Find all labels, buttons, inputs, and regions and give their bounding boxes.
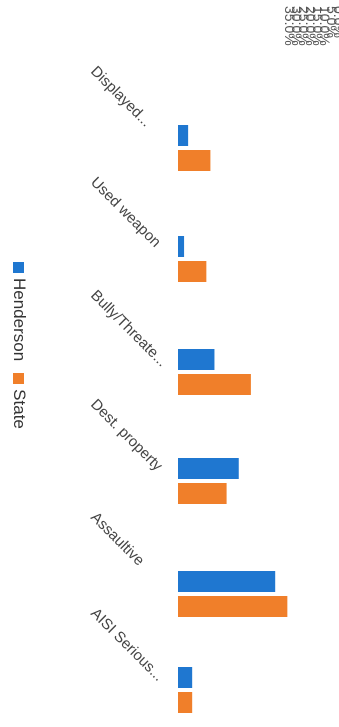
legend: Henderson State xyxy=(9,262,29,441)
bar-state-0 xyxy=(178,150,211,171)
value-tick-label: 35.0% xyxy=(282,6,298,46)
category-label: Dest. property xyxy=(87,396,166,475)
value-tick-label: 30.0% xyxy=(289,6,305,46)
bars xyxy=(178,125,288,713)
legend-label-state: State xyxy=(10,389,29,429)
value-tick-label: 15.0% xyxy=(310,6,326,46)
category-label: AISI Serious... xyxy=(87,605,167,685)
bar-state-4 xyxy=(178,596,288,617)
bar-henderson-4 xyxy=(178,571,276,592)
category-label: Bully/Threate... xyxy=(87,287,170,370)
bar-henderson-5 xyxy=(178,667,193,688)
category-labels: Displayed... Used weapon Bully/Threate... D… xyxy=(87,63,170,685)
bar-henderson-3 xyxy=(178,458,239,479)
bar-state-5 xyxy=(178,692,193,713)
bar-henderson-2 xyxy=(178,349,215,370)
bar-state-2 xyxy=(178,374,251,395)
legend-item-henderson: Henderson xyxy=(9,262,29,361)
legend-swatch-henderson xyxy=(13,262,25,273)
value-tick-label: 0.0% xyxy=(331,6,339,38)
category-label: Assaultive xyxy=(87,509,147,569)
value-axis-ticks: 0.0%5.0%10.0%15.0%20.0%25.0%30.0%35.0% xyxy=(282,6,339,46)
legend-label-henderson: Henderson xyxy=(10,278,29,362)
bar-henderson-1 xyxy=(178,236,185,257)
value-tick-label: 20.0% xyxy=(303,6,319,46)
bar-henderson-0 xyxy=(178,125,189,146)
value-tick-label: 10.0% xyxy=(317,6,333,46)
value-tick-label: 25.0% xyxy=(296,6,312,46)
bar-state-3 xyxy=(178,483,227,504)
legend-item-state: State xyxy=(9,373,29,429)
value-tick-label: 5.0% xyxy=(324,6,339,38)
category-label: Displayed... xyxy=(87,63,154,130)
bar-state-1 xyxy=(178,261,207,282)
category-label: Used weapon xyxy=(87,174,164,251)
legend-swatch-state xyxy=(13,373,25,385)
